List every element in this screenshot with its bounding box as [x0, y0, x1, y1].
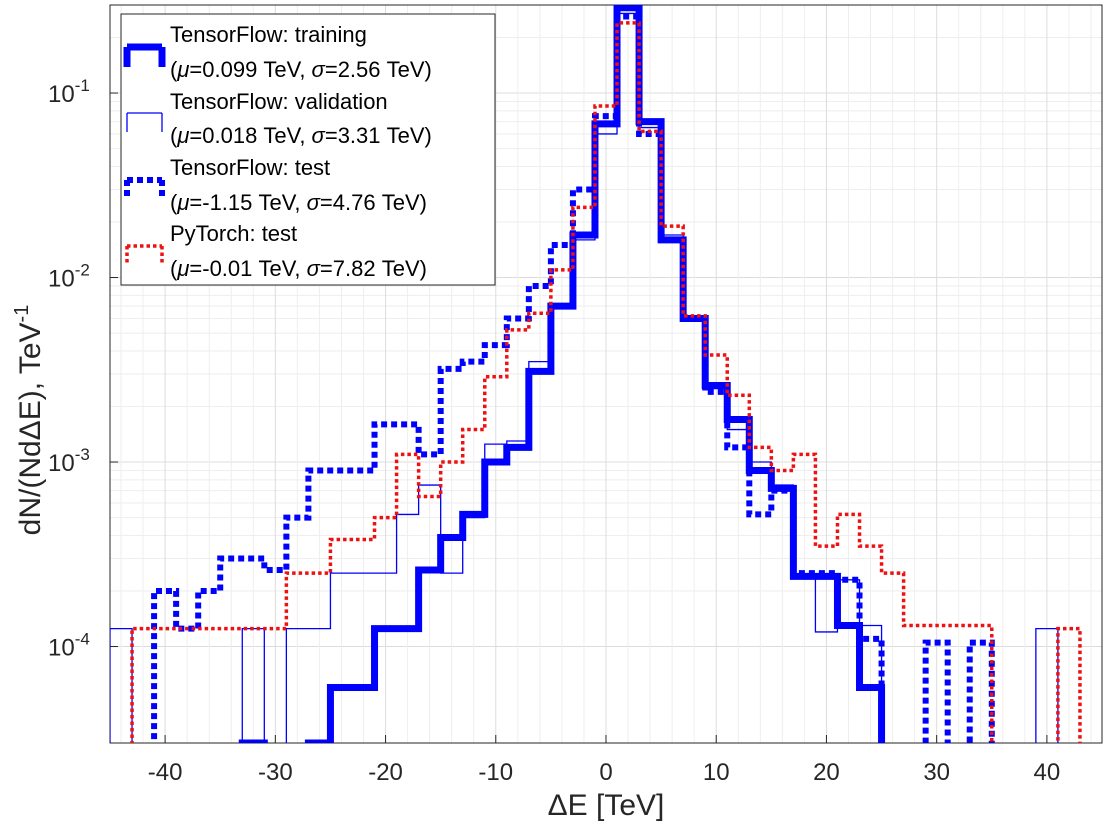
series-group: [110, 5, 1082, 743]
legend-mu-validation: 0.018 TeV: [202, 123, 301, 148]
y-tick-label: 10-3: [48, 445, 90, 477]
y-axis-label-text: dN/(NdΔE), TeV: [14, 322, 47, 535]
series-2-step-line: [151, 13, 995, 743]
series-3-step-line: [130, 21, 1082, 743]
legend-mu-pt-test: -0.01 TeV: [202, 256, 296, 281]
y-axis-label: dN/(NdΔE), TeV-1: [11, 305, 47, 536]
y-axis-label-exponent: -1: [11, 305, 33, 323]
x-tick-label: 0: [599, 759, 612, 786]
legend-label-training: TensorFlow: training: [170, 22, 367, 47]
y-tick-label: 10-4: [48, 630, 90, 662]
y-ticks: 10-4 10-3 10-2 10-1: [48, 76, 118, 662]
y-tick-label: 10-1: [48, 76, 90, 108]
legend-stats-pt-test: (μ=-0.01 TeV, σ=7.82 TeV): [170, 256, 427, 281]
y-tick-label: 10-2: [48, 261, 90, 293]
x-tick-label: 10: [703, 759, 730, 786]
legend-mu-training: 0.099 TeV: [202, 57, 301, 82]
legend-stats-validation: (μ=0.018 TeV, σ=3.31 TeV): [170, 123, 432, 148]
legend-sigma-validation: 3.31 TeV: [338, 123, 425, 148]
legend-box: [120, 13, 496, 286]
legend-label-validation: TensorFlow: validation: [170, 89, 388, 114]
legend-sigma-training: 2.56 TeV: [338, 57, 425, 82]
x-tick-label: 20: [813, 759, 840, 786]
legend-label-pt-test: PyTorch: test: [170, 221, 297, 246]
legend: TensorFlow: training (μ=0.099 TeV, σ=2.5…: [120, 13, 496, 286]
legend-mu-tf-test: -1.15 TeV: [202, 190, 296, 215]
legend-stats-tf-test: (μ=-1.15 TeV, σ=4.76 TeV): [170, 190, 427, 215]
x-tick-label: -40: [148, 759, 183, 786]
x-tick-label: 40: [1034, 759, 1061, 786]
legend-stats-training: (μ=0.099 TeV, σ=2.56 TeV): [170, 57, 432, 82]
x-tick-label: -10: [478, 759, 513, 786]
legend-sigma-pt-test: 7.82 TeV: [333, 256, 420, 281]
x-axis-label: ΔE [TeV]: [548, 789, 665, 822]
x-tick-label: 30: [923, 759, 950, 786]
legend-label-tf-test: TensorFlow: test: [170, 155, 330, 180]
grid: [110, 5, 1102, 743]
x-tick-label: -30: [258, 759, 293, 786]
legend-sigma-tf-test: 4.76 TeV: [333, 190, 420, 215]
x-tick-label: -20: [368, 759, 403, 786]
x-ticks: -40 -30 -20 -10 0 10 20 30 40: [148, 735, 1060, 786]
